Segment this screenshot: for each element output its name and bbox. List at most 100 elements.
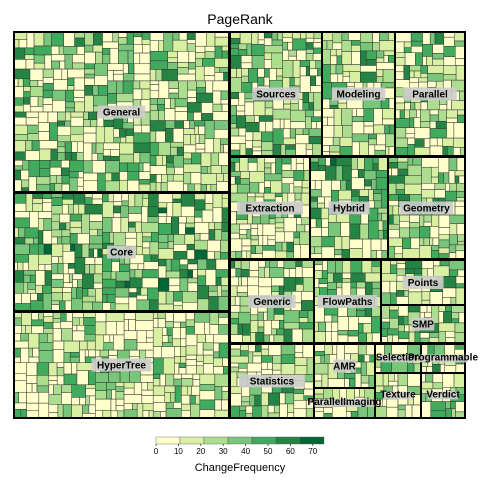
treemap-cell bbox=[63, 352, 71, 363]
treemap-cell bbox=[123, 394, 143, 404]
treemap-cell bbox=[321, 236, 335, 248]
treemap-cell bbox=[313, 411, 324, 419]
treemap-cell bbox=[229, 311, 240, 319]
treemap-cell bbox=[102, 41, 119, 49]
treemap-cell bbox=[136, 294, 148, 301]
treemap-cell bbox=[140, 374, 154, 383]
treemap-cell bbox=[313, 42, 323, 49]
treemap-cell bbox=[204, 51, 216, 59]
treemap-cell bbox=[407, 164, 422, 176]
treemap-cell bbox=[272, 363, 282, 371]
treemap-cell bbox=[183, 183, 189, 193]
treemap-cell bbox=[295, 163, 304, 171]
treemap-cell bbox=[325, 321, 333, 332]
treemap-cell bbox=[254, 115, 260, 123]
treemap-cell bbox=[336, 55, 343, 65]
treemap-cell bbox=[293, 180, 303, 188]
treemap-cell bbox=[26, 402, 40, 412]
treemap-cell bbox=[451, 100, 466, 111]
legend-tick-label: 20 bbox=[196, 447, 205, 456]
treemap-cell bbox=[31, 383, 38, 393]
legend-tick-label: 0 bbox=[154, 447, 159, 456]
treemap-cell bbox=[331, 321, 339, 332]
treemap-cell bbox=[179, 264, 189, 270]
treemap-cell bbox=[376, 250, 383, 260]
treemap-cell bbox=[48, 375, 58, 381]
treemap-cell bbox=[283, 310, 300, 323]
treemap-cell bbox=[290, 121, 306, 129]
treemap-cell bbox=[229, 38, 241, 45]
treemap-cell bbox=[323, 407, 333, 414]
treemap-cell bbox=[23, 91, 31, 99]
treemap-cell bbox=[405, 259, 423, 270]
treemap-cell bbox=[364, 179, 372, 187]
treemap-cell bbox=[69, 352, 80, 358]
treemap-cell bbox=[13, 160, 23, 167]
treemap-cell bbox=[433, 265, 450, 277]
treemap-cell bbox=[305, 143, 313, 150]
treemap-cell bbox=[356, 108, 365, 117]
treemap-cell bbox=[263, 334, 270, 344]
treemap-cell bbox=[13, 340, 29, 349]
treemap-cell bbox=[155, 182, 162, 193]
treemap-cell bbox=[200, 166, 208, 174]
group-hybrid bbox=[309, 156, 389, 260]
treemap-cell bbox=[341, 31, 349, 41]
treemap-cell bbox=[450, 401, 456, 409]
treemap-cell bbox=[212, 111, 230, 121]
treemap-cell bbox=[168, 92, 179, 99]
treemap-cell bbox=[432, 58, 445, 66]
treemap-cell bbox=[236, 219, 248, 225]
treemap-cell bbox=[295, 128, 304, 135]
treemap-cell bbox=[183, 128, 196, 135]
treemap-cell bbox=[351, 133, 369, 143]
treemap-cell bbox=[59, 213, 71, 224]
treemap-cell bbox=[102, 54, 111, 65]
treemap-cell bbox=[337, 334, 349, 344]
treemap-cell bbox=[38, 243, 45, 255]
treemap-cell bbox=[274, 222, 285, 229]
treemap-cell bbox=[63, 373, 78, 386]
treemap-cell bbox=[141, 124, 151, 134]
treemap-cell bbox=[63, 46, 78, 55]
treemap-cell bbox=[166, 180, 184, 193]
treemap-cell bbox=[212, 90, 222, 105]
treemap-cell bbox=[305, 37, 315, 43]
treemap-cell bbox=[152, 402, 167, 412]
treemap-cell bbox=[391, 361, 408, 374]
treemap-cell bbox=[23, 274, 31, 283]
treemap-cell bbox=[84, 349, 89, 358]
treemap-cell bbox=[48, 394, 62, 405]
treemap-cell bbox=[392, 205, 399, 216]
treemap-cell bbox=[123, 339, 138, 351]
treemap-cell bbox=[61, 384, 72, 393]
treemap-cell bbox=[147, 206, 159, 217]
treemap-cell bbox=[185, 345, 198, 356]
treemap-cell bbox=[341, 51, 352, 65]
treemap-cell bbox=[268, 218, 276, 225]
treemap-cell bbox=[77, 279, 83, 288]
treemap-cell bbox=[337, 316, 349, 331]
treemap-cell bbox=[263, 76, 270, 87]
treemap-cell bbox=[95, 349, 101, 358]
treemap-cell bbox=[67, 85, 75, 91]
treemap-cell bbox=[295, 277, 304, 285]
treemap-cell bbox=[84, 257, 96, 265]
treemap-cell bbox=[313, 343, 325, 352]
treemap-cell bbox=[325, 331, 332, 344]
treemap-cell bbox=[166, 174, 174, 182]
treemap-cell bbox=[165, 120, 176, 129]
treemap-cell bbox=[180, 192, 195, 207]
treemap-cell bbox=[64, 152, 72, 161]
treemap-cell bbox=[57, 146, 66, 153]
treemap-cell bbox=[72, 279, 78, 288]
treemap-cell bbox=[357, 169, 365, 179]
treemap-cell bbox=[295, 284, 304, 292]
treemap-cell bbox=[276, 68, 283, 77]
treemap-cell bbox=[205, 334, 214, 344]
treemap-cell bbox=[397, 404, 406, 411]
treemap-cell bbox=[421, 268, 428, 277]
treemap-cell bbox=[363, 108, 374, 122]
treemap-cell bbox=[61, 175, 70, 185]
treemap-cell bbox=[61, 392, 72, 405]
